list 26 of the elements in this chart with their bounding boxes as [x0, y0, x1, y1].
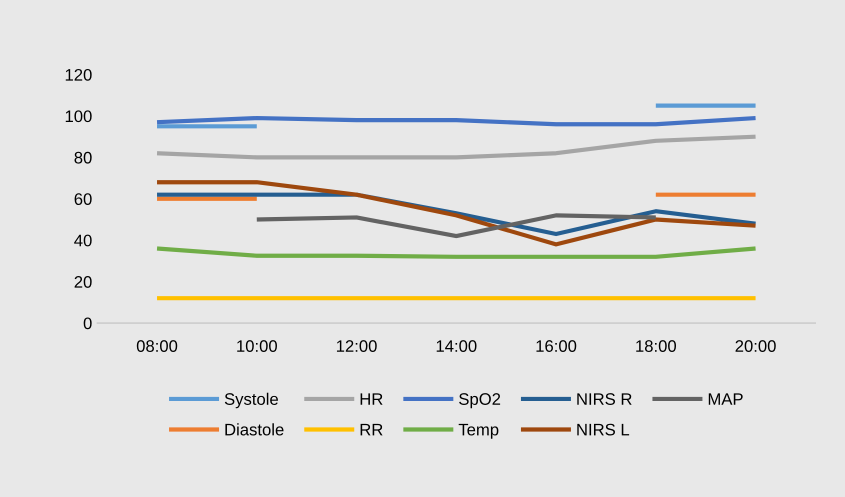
- x-tick-label: 12:00: [336, 340, 377, 352]
- line-series: [154, 116, 758, 126]
- legend-label: Diastole: [225, 423, 284, 436]
- legend-label: HR: [360, 393, 383, 405]
- y-tick-label: 40: [74, 234, 92, 246]
- line-series: [254, 213, 658, 238]
- y-tick-label: 0: [84, 317, 92, 330]
- legend-label: Temp: [458, 424, 498, 439]
- y-tick-label: 120: [66, 68, 92, 81]
- legend-label: NIRS R: [577, 393, 632, 405]
- y-tick-label: 20: [74, 276, 92, 288]
- x-tick-label: 18:00: [636, 340, 676, 352]
- x-tick-label: 08:00: [136, 340, 178, 352]
- legend-label: RR: [360, 424, 383, 436]
- legend-label: Systole: [224, 392, 278, 408]
- legend-label: MAP: [708, 393, 743, 405]
- x-tick-label: 14:00: [436, 340, 477, 352]
- y-tick-label: 60: [74, 193, 92, 206]
- line-series: [154, 134, 758, 160]
- x-tick-label: 20:00: [736, 340, 776, 352]
- x-tick-label: 16:00: [536, 340, 576, 352]
- x-tick-label: 10:00: [237, 340, 277, 352]
- legend-label: NIRS L: [577, 424, 630, 436]
- y-tick-label: 80: [74, 152, 92, 164]
- y-tick-label: 100: [66, 110, 92, 122]
- legend-label: SpO2: [459, 393, 500, 408]
